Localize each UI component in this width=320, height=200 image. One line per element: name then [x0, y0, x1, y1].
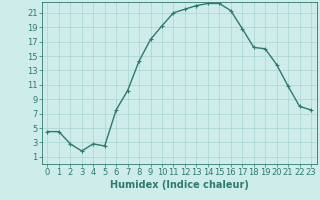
X-axis label: Humidex (Indice chaleur): Humidex (Indice chaleur)	[110, 180, 249, 190]
